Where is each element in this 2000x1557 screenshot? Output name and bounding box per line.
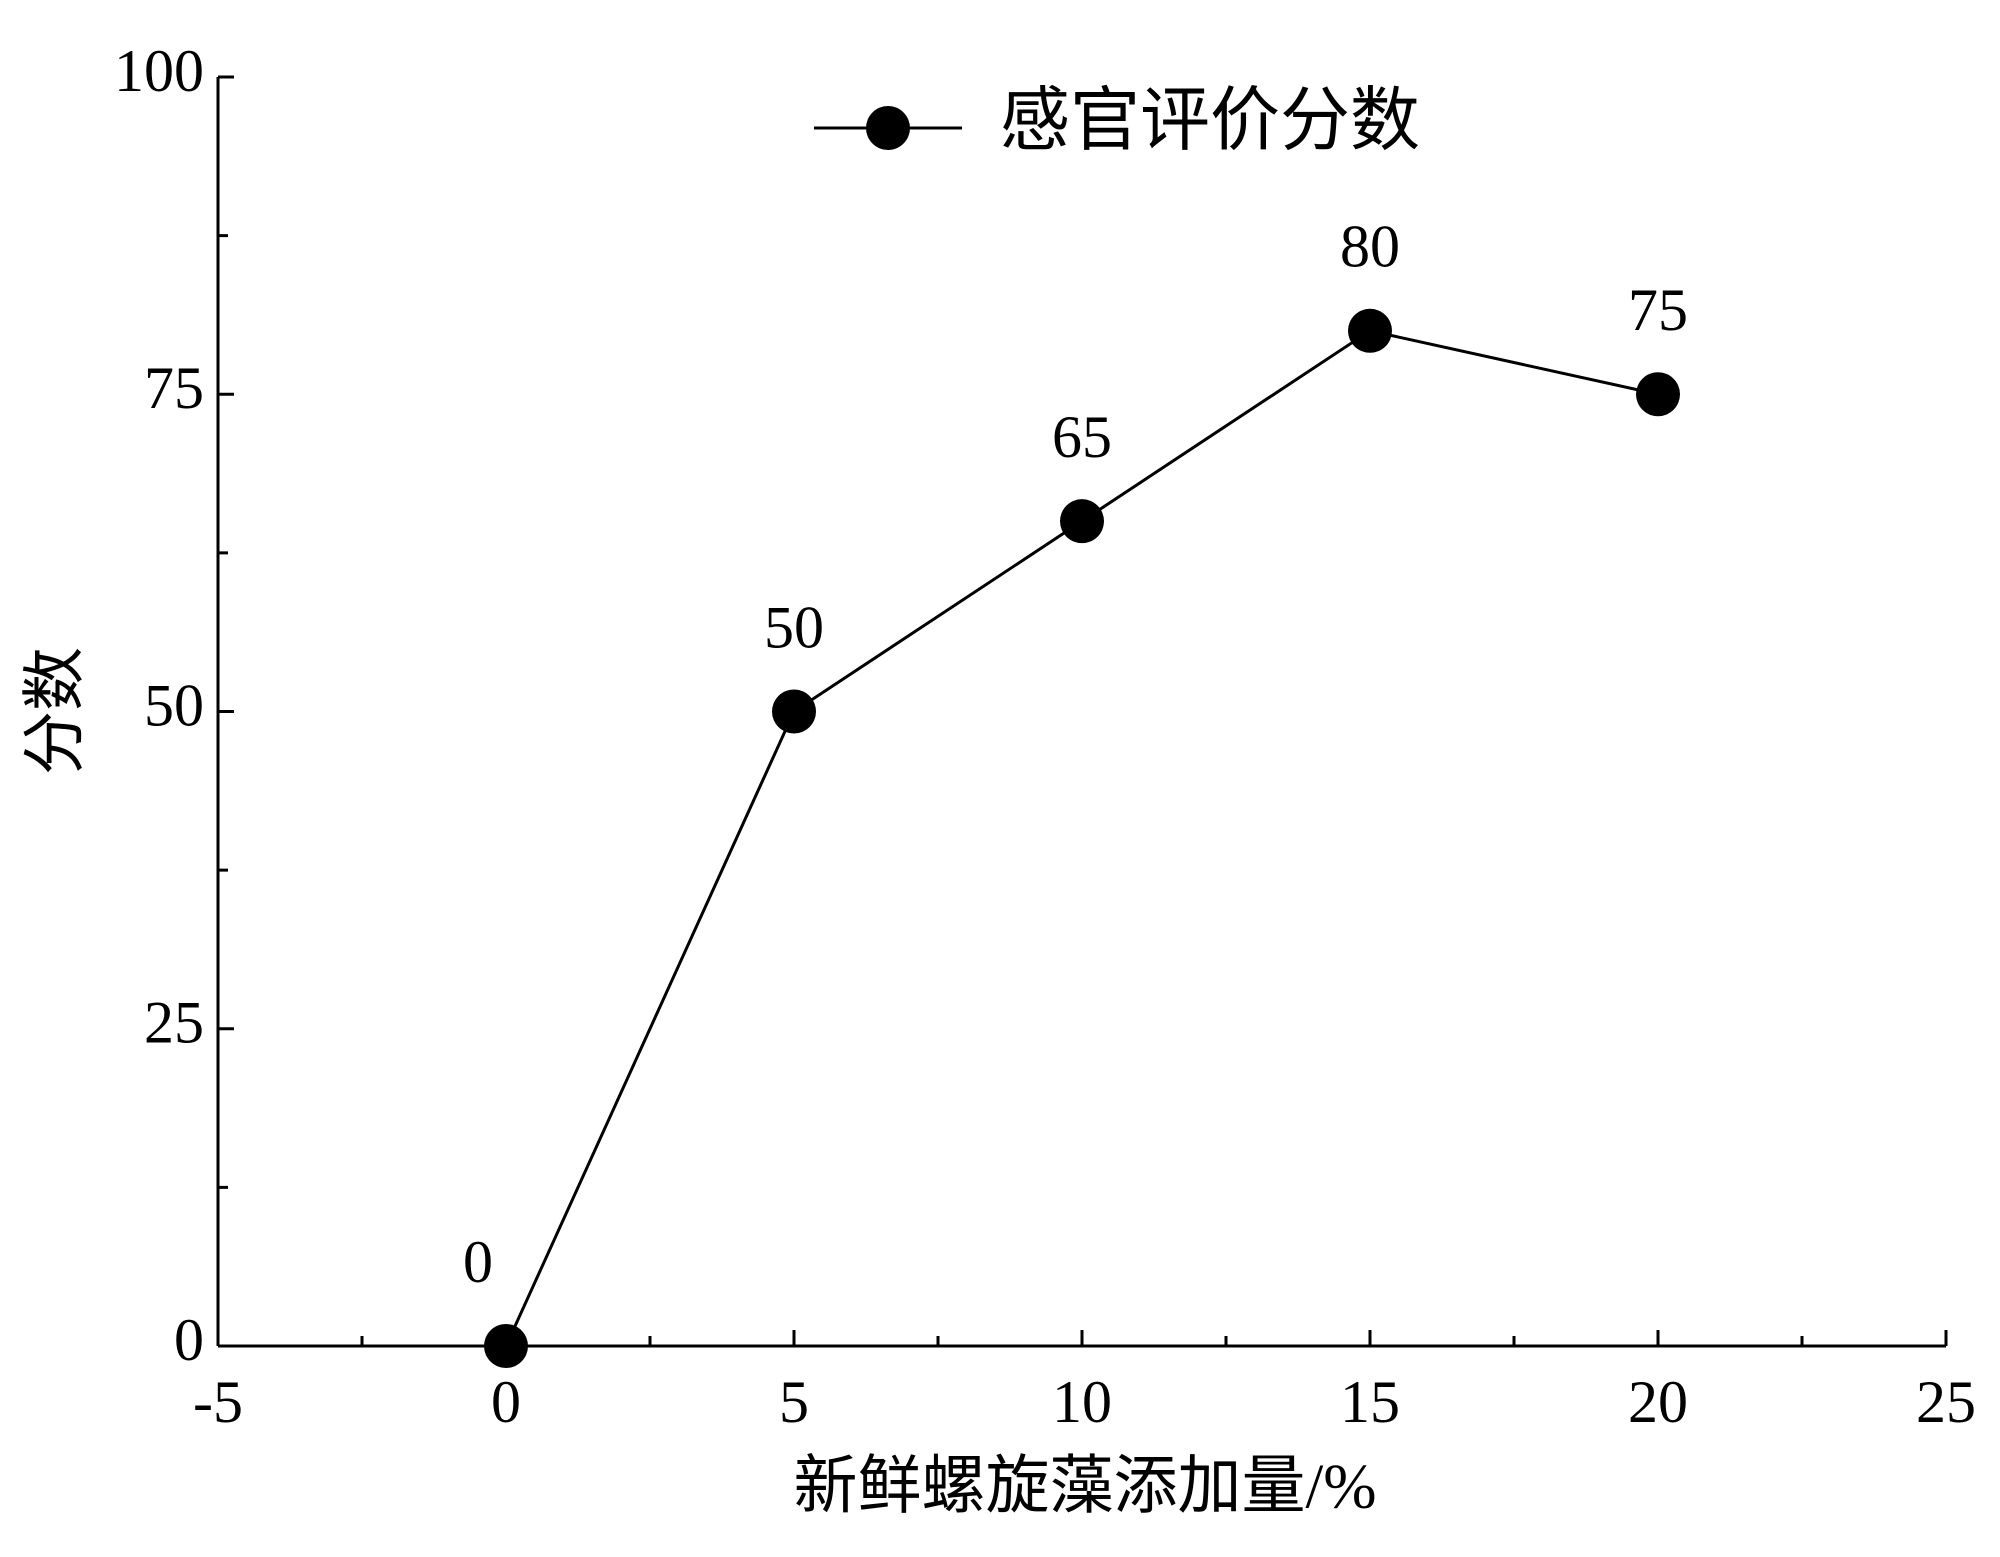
data-point	[484, 1324, 528, 1368]
x-tick-label: 15	[1340, 1369, 1400, 1435]
y-tick-label: 0	[174, 1307, 204, 1373]
data-point	[1060, 499, 1104, 544]
legend-label: 感官评价分数	[1000, 83, 1420, 160]
x-tick-label: -5	[193, 1369, 243, 1435]
y-tick-label: 50	[144, 672, 204, 738]
legend-marker	[866, 106, 910, 150]
y-tick-label: 25	[144, 990, 204, 1056]
y-tick-label: 100	[114, 38, 204, 104]
data-point	[772, 689, 816, 734]
x-tick-label: 0	[491, 1369, 521, 1435]
data-label: 80	[1340, 214, 1400, 280]
x-tick-label: 20	[1628, 1369, 1688, 1435]
x-tick-label: 25	[1916, 1369, 1976, 1435]
data-point	[1636, 372, 1680, 417]
y-axis-label: 分数	[20, 647, 91, 775]
data-label: 65	[1052, 404, 1112, 470]
data-label: 50	[764, 594, 824, 660]
x-tick-label: 10	[1052, 1369, 1112, 1435]
series-line	[504, 329, 1659, 1347]
data-label: 0	[463, 1229, 493, 1295]
data-label: 75	[1628, 277, 1688, 343]
x-tick-label: 5	[779, 1369, 809, 1435]
data-point	[1348, 308, 1392, 353]
x-axis-label: 新鲜螺旋藻添加量/%	[793, 1451, 1376, 1522]
y-tick-label: 75	[144, 355, 204, 421]
